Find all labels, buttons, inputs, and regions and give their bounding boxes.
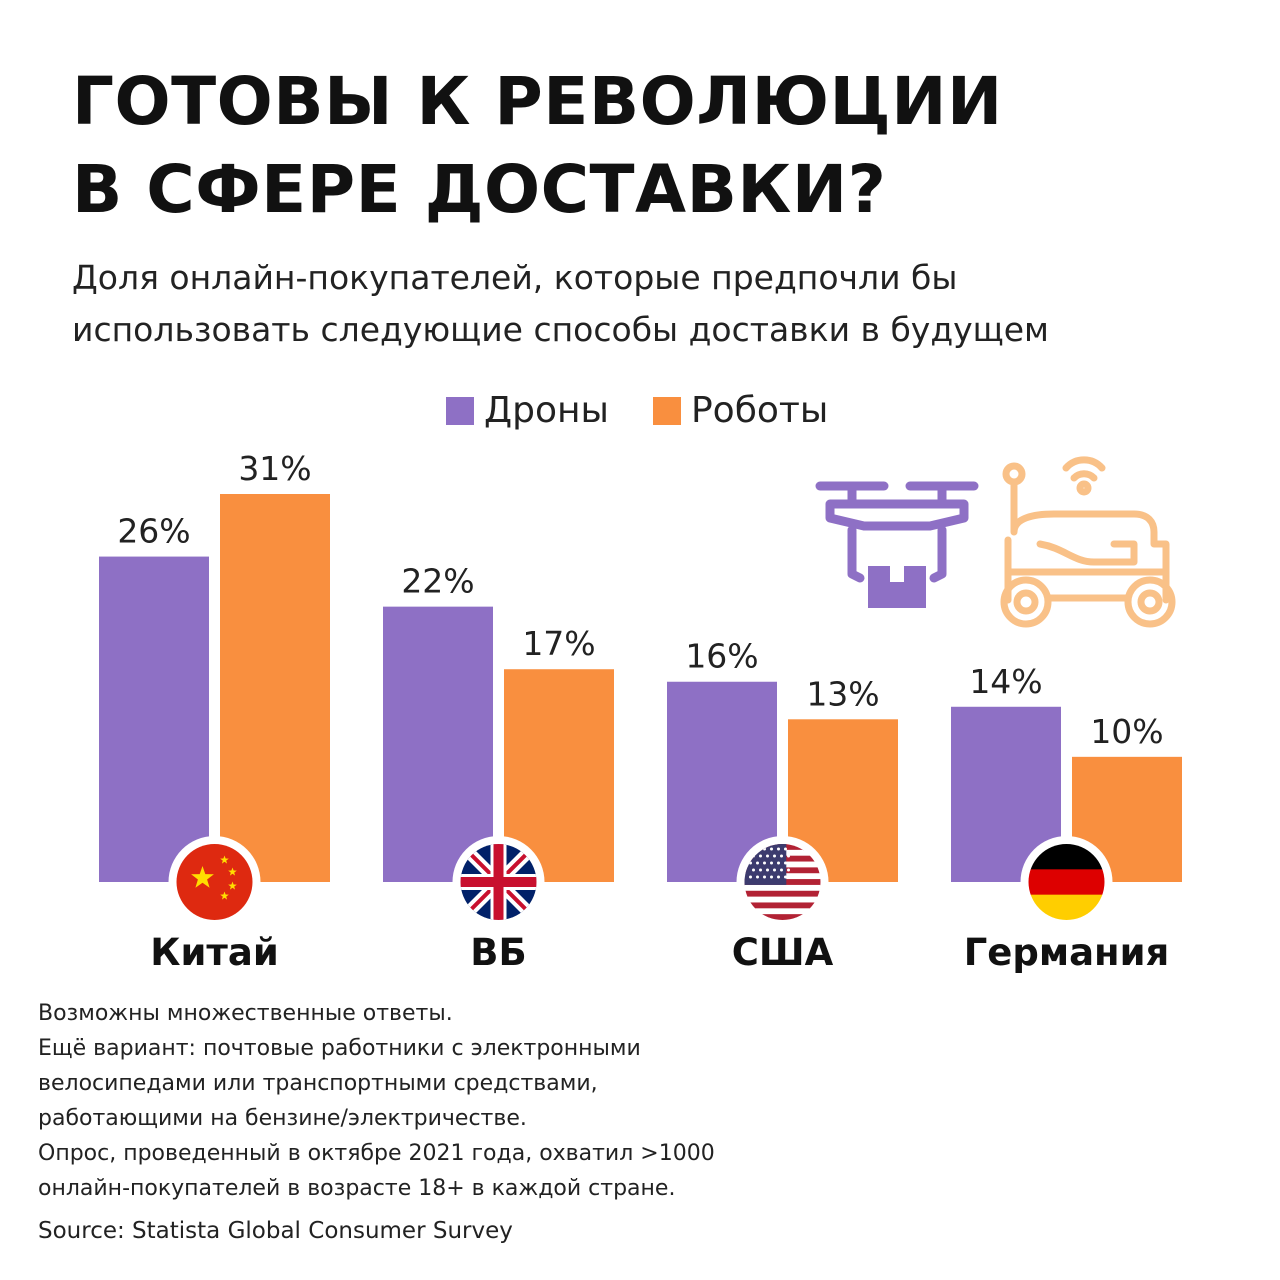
china-flag-icon [176, 844, 253, 920]
legend-item-drones: Дроны [446, 390, 609, 431]
legend-swatch-drones [446, 396, 474, 425]
data-label: 26% [117, 512, 190, 551]
drone-with-package-icon [815, 481, 979, 608]
data-label: 14% [969, 662, 1042, 701]
source-note: Source: Statista Global Consumer Survey [38, 1218, 513, 1244]
legend-label-robots: Роботы [690, 390, 829, 431]
usa-flag-icon [744, 844, 821, 920]
chart-title-line-1: ГОТОВЫ К РЕВОЛЮЦИИ [72, 63, 1003, 140]
footnote-line: велосипедами или транспортными средствам… [38, 1071, 598, 1096]
footnote-line: работающими на бензине/электричестве. [38, 1106, 527, 1131]
data-label: 17% [522, 624, 595, 663]
bar-drones-0 [99, 556, 209, 882]
footnote-line: Возможны множественные ответы. [38, 1001, 453, 1026]
legend-swatch-robots [652, 396, 681, 425]
germany-flag-icon [1028, 844, 1105, 920]
legend-item-robots: Роботы [652, 390, 829, 431]
bar-chart: 26% 31% Китай 22% 17% ВБ 16% 13% США 14% 10% Герман… [99, 449, 1182, 974]
footnote-line: онлайн-покупателей в возрасте 18+ в кажд… [38, 1176, 676, 1201]
data-label: 10% [1090, 712, 1163, 751]
category-label: ВБ [470, 931, 526, 974]
data-label: 13% [806, 674, 879, 713]
category-label: Китай [150, 931, 279, 974]
footnote-line: Ещё вариант: почтовые работники с электр… [38, 1036, 641, 1061]
bar-drones-1 [383, 606, 493, 882]
chart-subtitle-line-2: использовать следующие способы доставки … [72, 310, 1049, 349]
data-label: 16% [685, 637, 758, 676]
data-label: 22% [401, 562, 474, 601]
delivery-robot-icon [1000, 456, 1176, 628]
category-label: США [732, 931, 834, 974]
category-label: Германия [964, 931, 1170, 974]
uk-flag-icon [460, 844, 537, 920]
chart-legend: Дроны Роботы [446, 390, 872, 431]
data-label: 31% [238, 449, 311, 488]
chart-subtitle: Доля онлайн-покупателей, которые предпоч… [72, 252, 1049, 356]
footnote-line: Опрос, проведенный в октябре 2021 года, … [38, 1141, 715, 1166]
legend-label-drones: Дроны [484, 390, 609, 431]
chart-title-line-2: В СФЕРЕ ДОСТАВКИ? [72, 151, 887, 228]
chart-title: ГОТОВЫ К РЕВОЛЮЦИИ В СФЕРЕ ДОСТАВКИ? [72, 58, 1003, 234]
bar-robots-0 [220, 494, 330, 882]
chart-subtitle-line-1: Доля онлайн-покупателей, которые предпоч… [72, 258, 958, 297]
footnotes: Возможны множественные ответы. Ещё вариа… [38, 996, 715, 1206]
